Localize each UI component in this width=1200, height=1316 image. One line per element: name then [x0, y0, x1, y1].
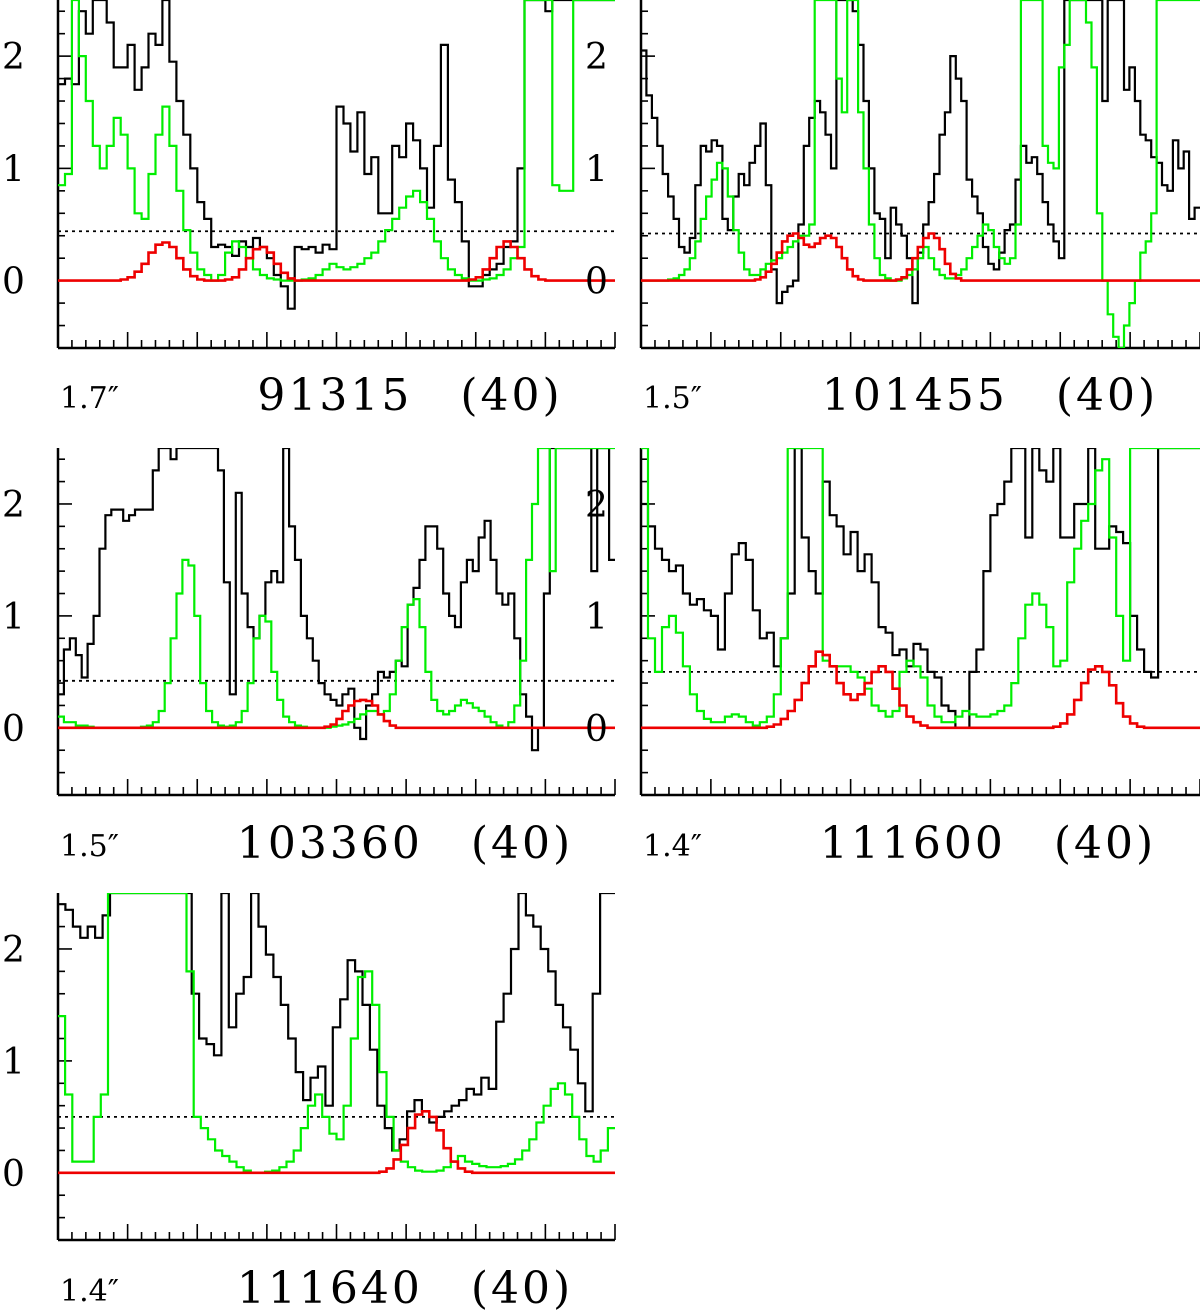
sky-spectrum — [58, 0, 615, 282]
observed-spectrum — [58, 893, 615, 1152]
y-tick-label: 0 — [2, 709, 25, 750]
observed-spectrum — [641, 448, 1200, 729]
model-line — [58, 240, 615, 282]
y-tick-label: 2 — [2, 485, 25, 526]
model-line — [641, 232, 1200, 282]
y-tick-label: 0 — [585, 262, 608, 303]
object-id: 91315 — [257, 370, 412, 421]
y-tick-label: 0 — [2, 1154, 25, 1195]
observed-spectrum — [58, 0, 615, 310]
object-suffix: (40) — [460, 370, 562, 421]
y-tick-label: 2 — [2, 930, 25, 971]
spectrum-panel: 0 1 2 1.7″ 91315 (40) — [2, 0, 616, 421]
y-tick-label: 2 — [585, 485, 608, 526]
object-id: 111600 — [820, 818, 1006, 869]
spectrum-panel: 0 1 2 1.5″ 101455 (40) — [585, 0, 1200, 421]
y-tick-label: 2 — [2, 37, 25, 78]
panel-title: 103360 (40) — [237, 818, 573, 869]
sky-spectrum — [58, 893, 615, 1174]
observed-spectrum — [58, 448, 615, 752]
seeing-label: 1.4″ — [643, 829, 702, 864]
seeing-label: 1.4″ — [60, 1274, 119, 1309]
object-id: 103360 — [237, 818, 423, 869]
sky-spectrum — [58, 448, 615, 729]
object-suffix: (40) — [1056, 370, 1158, 421]
object-id: 101455 — [822, 370, 1008, 421]
object-id: 111640 — [237, 1263, 423, 1314]
y-tick-label: 1 — [2, 1042, 25, 1083]
model-line — [58, 698, 615, 730]
sky-spectrum — [641, 448, 1200, 727]
object-suffix: (40) — [471, 1263, 573, 1314]
object-suffix: (40) — [1054, 818, 1156, 869]
y-tick-label: 1 — [585, 149, 608, 190]
model-line — [58, 1110, 615, 1175]
seeing-label: 1.7″ — [60, 381, 119, 416]
y-tick-label: 1 — [585, 597, 608, 638]
panel-title: 101455 (40) — [822, 370, 1158, 421]
model-line — [641, 650, 1200, 730]
seeing-label: 1.5″ — [60, 829, 119, 864]
seeing-label: 1.5″ — [643, 381, 702, 416]
panel-title: 111640 (40) — [237, 1263, 573, 1314]
panel-title: 111600 (40) — [820, 818, 1156, 869]
spectrum-panel: 0 1 2 1.4″ 111640 (40) — [2, 893, 616, 1314]
y-tick-label: 0 — [2, 262, 25, 303]
y-tick-label: 2 — [585, 37, 608, 78]
y-tick-label: 1 — [2, 149, 25, 190]
observed-spectrum — [641, 0, 1200, 305]
spectrum-panel: 0 1 2 1.4″ 111600 (40) — [585, 448, 1200, 869]
y-tick-label: 0 — [585, 709, 608, 750]
sky-spectrum — [641, 0, 1200, 348]
object-suffix: (40) — [471, 818, 573, 869]
y-tick-label: 1 — [2, 597, 25, 638]
panel-title: 91315 (40) — [257, 370, 562, 421]
spectrum-panel: 0 1 2 1.5″ 103360 (40) — [2, 448, 616, 869]
